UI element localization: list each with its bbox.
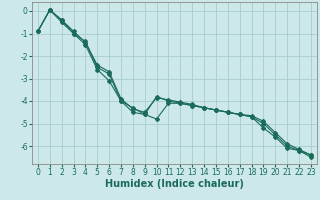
X-axis label: Humidex (Indice chaleur): Humidex (Indice chaleur): [105, 179, 244, 189]
